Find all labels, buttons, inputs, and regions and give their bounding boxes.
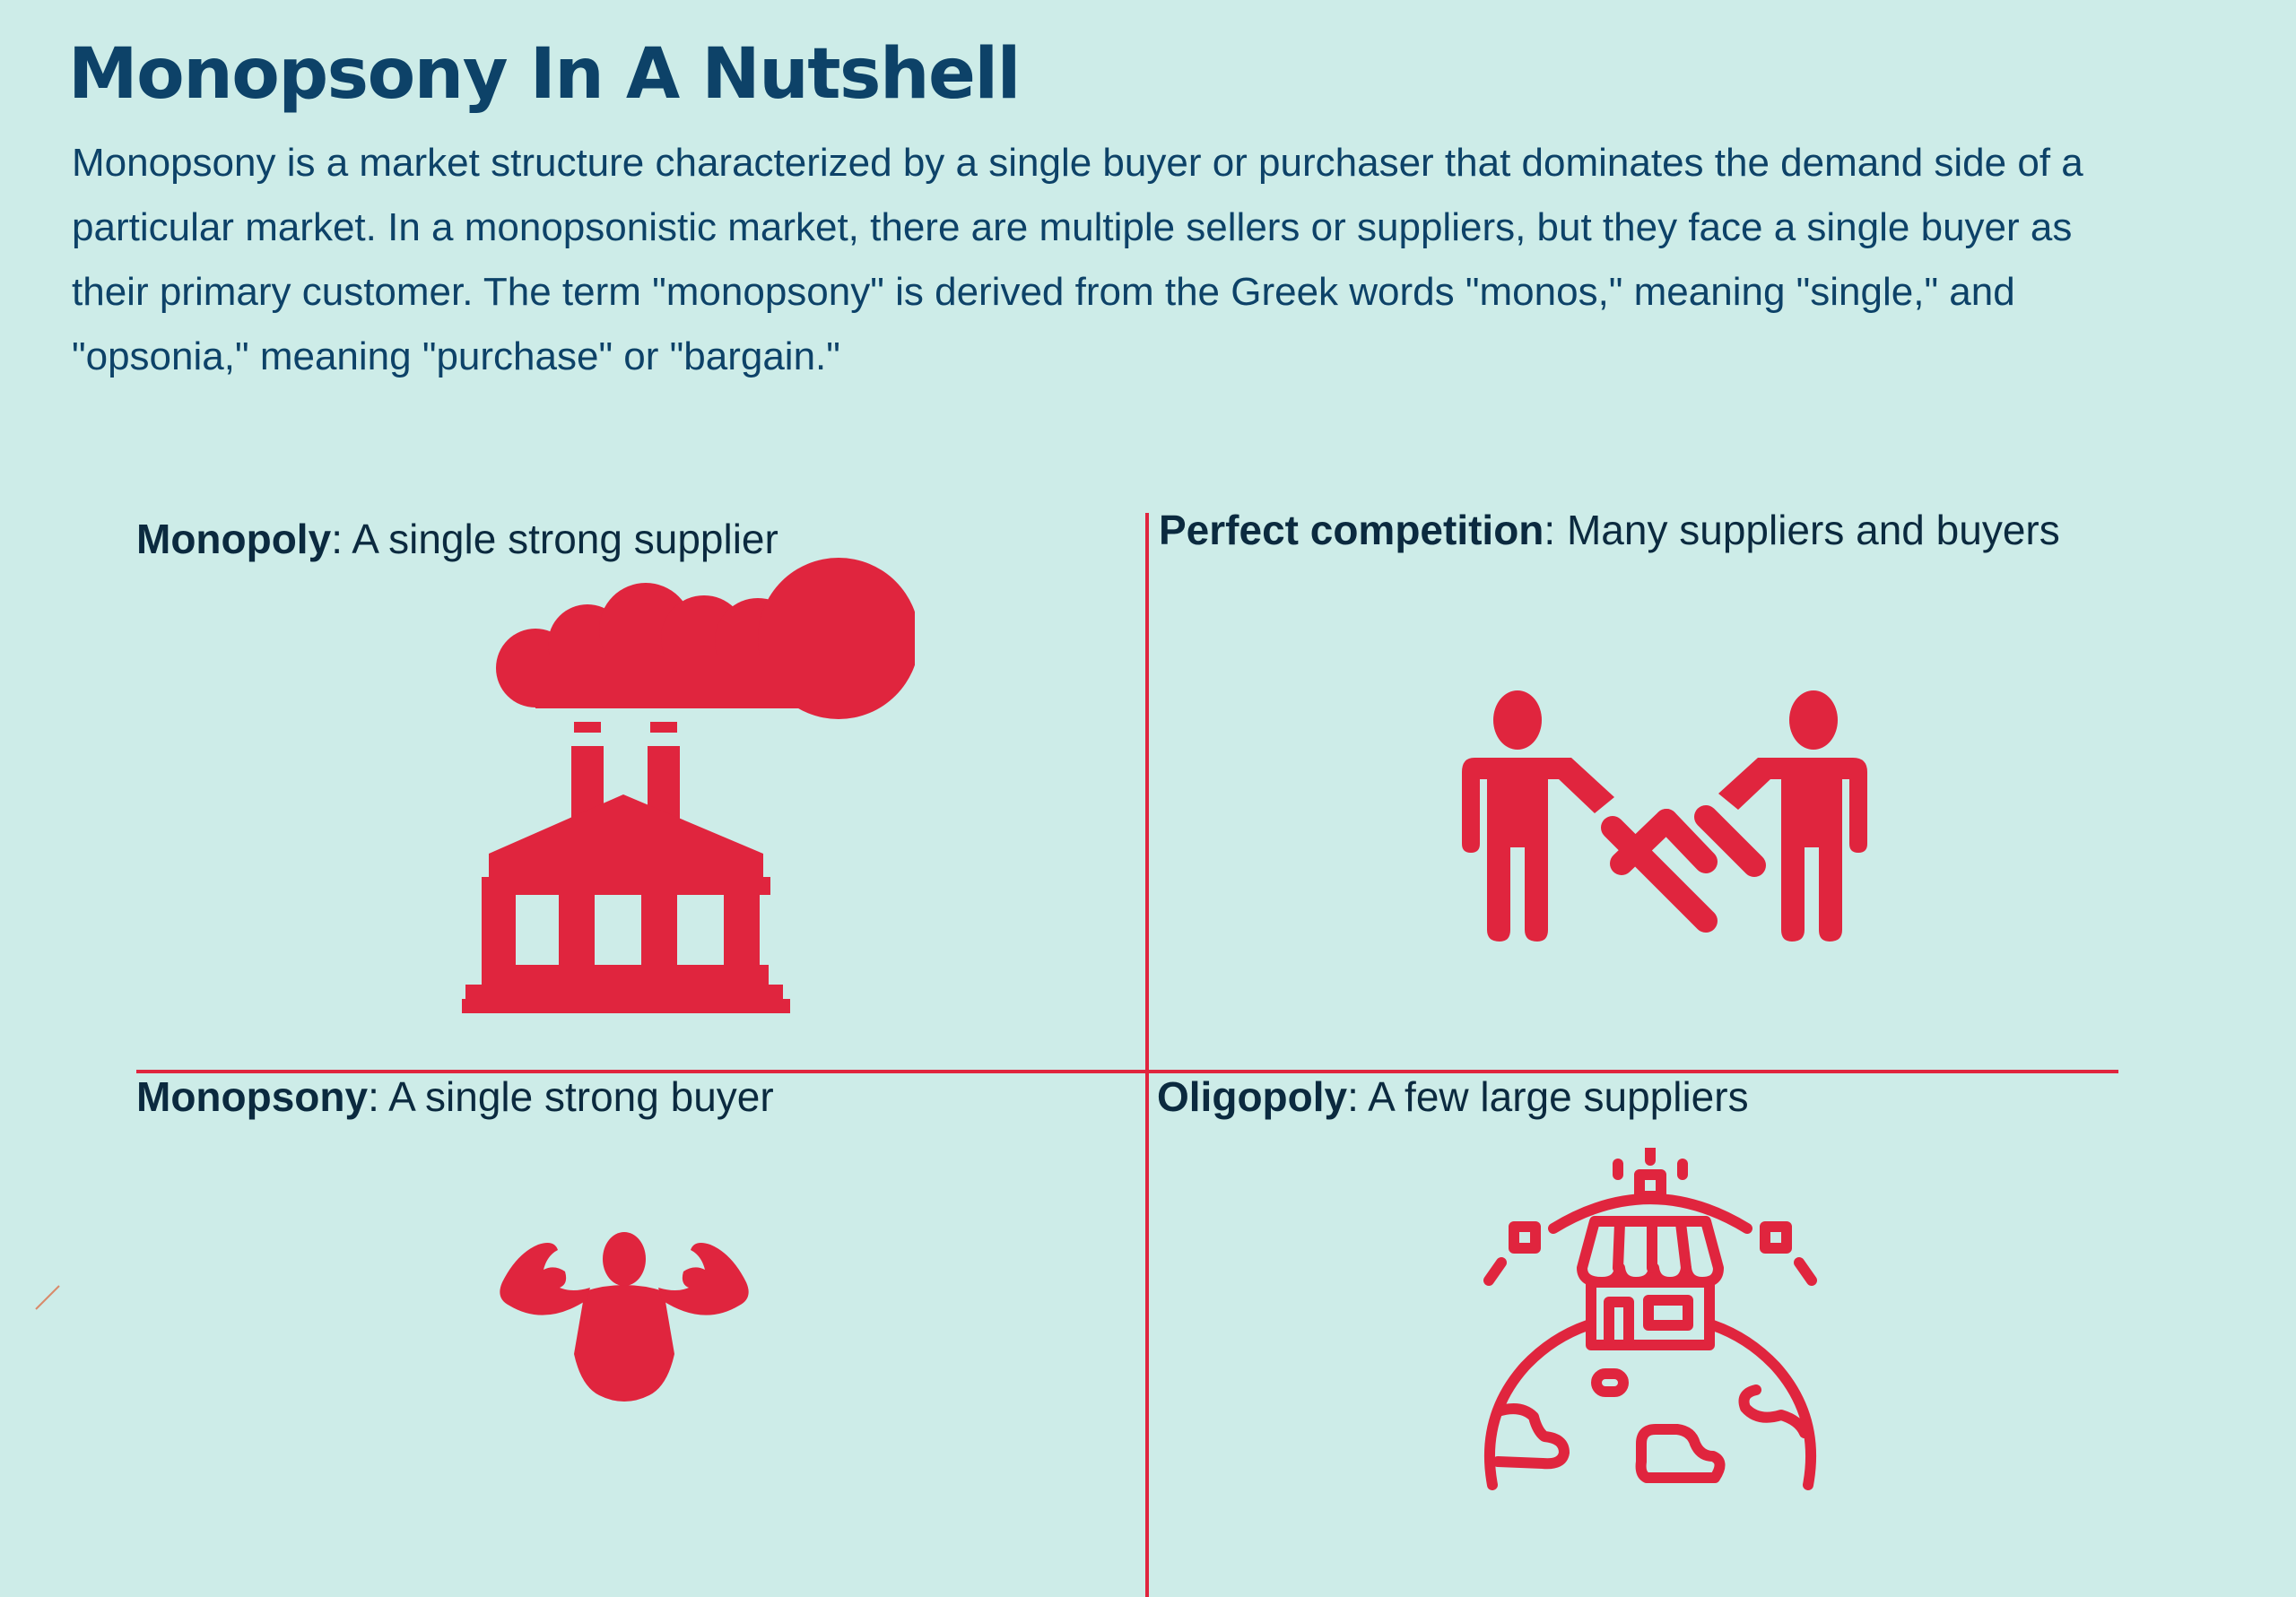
decorative-tick (35, 1285, 60, 1310)
monopsony-term: Monopsony (136, 1073, 369, 1120)
perfect-competition-description: : Many suppliers and buyers (1544, 507, 2060, 553)
monopoly-description: : A single strong supplier (331, 516, 778, 562)
monopsony-label: Monopsony: A single strong buyer (136, 1072, 774, 1121)
oligopoly-term: Oligopoly (1157, 1073, 1348, 1120)
monopsony-description: : A single strong buyer (368, 1073, 774, 1120)
monopoly-term: Monopoly (136, 516, 332, 562)
global-shop-icon (1483, 1148, 1817, 1490)
perfect-competition-label: Perfect competition: Many suppliers and … (1159, 506, 2060, 554)
oligopoly-description: : A few large suppliers (1347, 1073, 1749, 1120)
oligopoly-label: Oligopoly: A few large suppliers (1157, 1072, 1749, 1121)
horizontal-divider (136, 1070, 2118, 1073)
handshake-people-icon (1462, 690, 1867, 942)
vertical-divider (1145, 513, 1149, 1597)
strong-man-icon (500, 1232, 749, 1402)
intro-paragraph: Monopsony is a market structure characte… (72, 141, 2083, 378)
page-title: Monopsony In A Nutshell (68, 34, 1021, 115)
factory-icon (462, 558, 915, 1013)
perfect-competition-term: Perfect competition (1159, 507, 1544, 553)
monopoly-label: Monopoly: A single strong supplier (136, 515, 778, 563)
